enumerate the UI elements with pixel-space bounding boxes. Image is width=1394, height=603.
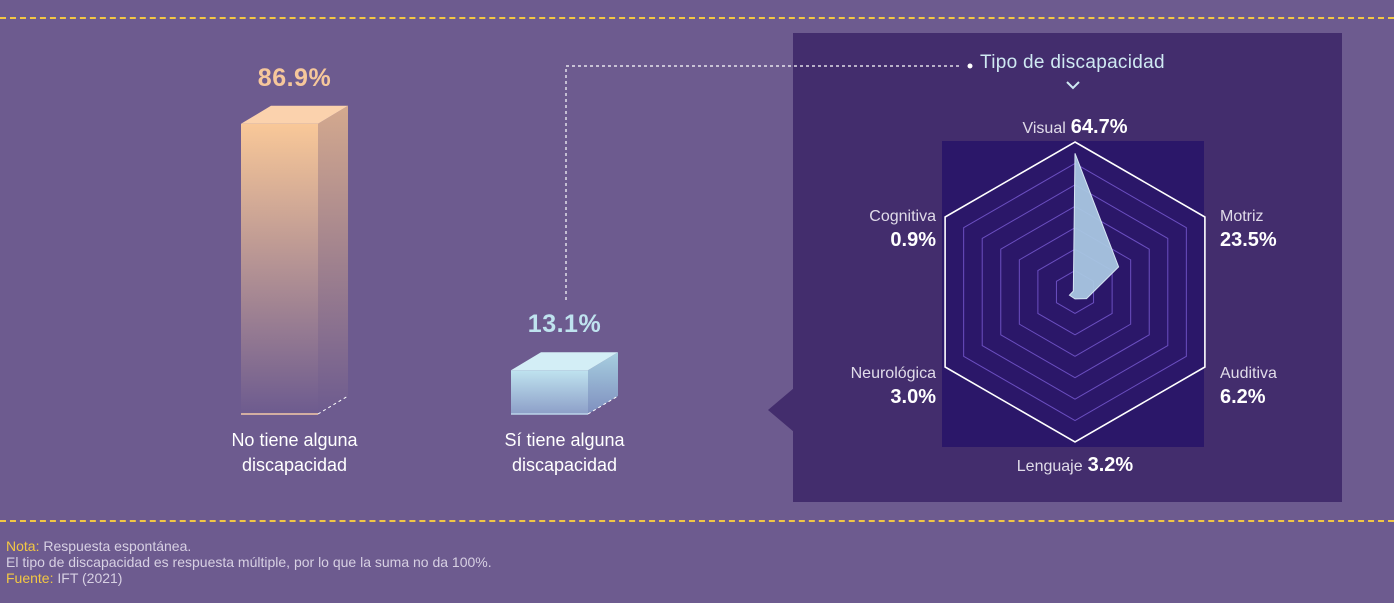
source-text: IFT (2021) [53,570,123,586]
top-dashed-divider [0,17,1394,19]
radar-axis-3: Lenguaje 3.2% [995,454,1155,477]
source-line: Fuente: IFT (2021) [6,570,122,586]
radar-axis-label-0: Visual [1022,120,1066,137]
bar-category-label-0: No tiene alguna discapacidad [181,428,408,478]
bar-category-label-1: Sí tiene alguna discapacidad [451,428,678,478]
radar-axis-label-2: Auditiva [1220,365,1277,382]
radar-axis-label-3: Lenguaje [1016,458,1083,475]
radar-title: Tipo de discapacidad [980,52,1165,73]
radar-axis-4: Neurológica 3.0% [776,365,936,409]
bar-to-radar-connector [565,65,962,300]
bar-category-line-1-1: discapacidad [511,455,618,475]
bar-1 [511,352,619,415]
connector-dot [967,63,973,69]
radar-axis-0: Visual 64.7% [995,116,1155,139]
radar-outer-ring [944,141,1206,443]
bar-0 [241,105,349,415]
radar-panel-pointer [768,388,794,432]
bar-category-line-0-0: No tiene alguna [231,430,358,450]
radar-series-area [1068,153,1120,300]
bar-category-line-1-0: Sí tiene alguna [504,430,625,450]
bottom-dashed-divider [0,520,1394,522]
radar-ring-6 [963,162,1187,422]
bar-value-label-1: 13.1% [527,310,602,339]
note-line-2: El tipo de discapacidad es respuesta múl… [6,554,492,570]
note-label: Nota: [6,538,40,554]
radar-ring-5 [981,184,1169,400]
radar-axis-1: Motriz 23.5% [1220,208,1380,252]
radar-axis-value-5: 0.9% [890,229,936,251]
radar-axis-value-2: 6.2% [1220,386,1266,408]
radar-axis-label-5: Cognitiva [869,208,936,225]
radar-axis-value-1: 23.5% [1220,229,1277,251]
radar-axis-5: Cognitiva 0.9% [776,208,936,252]
radar-axis-value-0: 64.7% [1070,116,1128,138]
radar-axis-label-4: Neurológica [850,365,936,382]
radar-ring-4 [1000,205,1150,379]
radar-ring-3 [1018,227,1132,357]
note-text: Respuesta espontánea. [39,538,192,554]
bar-value-label-0: 86.9% [257,63,332,92]
bar-category-line-0-1: discapacidad [241,455,348,475]
radar-axis-value-3: 3.2% [1087,454,1134,476]
source-label: Fuente: [6,570,54,586]
radar-axis-value-4: 3.0% [890,386,936,408]
note-line-1: Nota: Respuesta espontánea. [6,538,191,554]
chevron-down-icon [1066,81,1080,90]
radar-axis-2: Auditiva 6.2% [1220,365,1380,409]
radar-axis-label-1: Motriz [1220,208,1264,225]
